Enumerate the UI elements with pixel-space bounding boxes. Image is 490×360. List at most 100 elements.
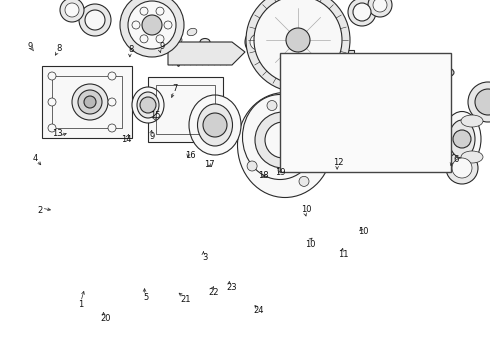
Circle shape [341, 66, 355, 80]
Ellipse shape [449, 120, 475, 158]
Text: 7: 7 [173, 84, 178, 93]
Text: 8: 8 [129, 45, 134, 54]
Text: 11: 11 [338, 251, 348, 259]
Circle shape [128, 1, 176, 49]
Circle shape [140, 7, 148, 15]
Polygon shape [168, 42, 245, 65]
Bar [325, 128, 455, 150]
Circle shape [156, 35, 164, 43]
Text: 9: 9 [159, 42, 164, 51]
Text: 17: 17 [204, 161, 215, 170]
Circle shape [265, 122, 301, 158]
Bar [280, 53, 451, 172]
Circle shape [266, 29, 278, 41]
Ellipse shape [440, 69, 450, 75]
Circle shape [156, 7, 164, 15]
Ellipse shape [201, 51, 209, 57]
Circle shape [250, 34, 266, 50]
Bar [310, 50, 354, 80]
Bar [307, 88, 357, 100]
Text: 24: 24 [253, 306, 264, 315]
Circle shape [85, 10, 105, 30]
Text: 3: 3 [202, 253, 207, 262]
Circle shape [353, 78, 387, 112]
Circle shape [475, 89, 490, 115]
Circle shape [359, 84, 381, 106]
Circle shape [309, 66, 323, 80]
Text: 2: 2 [38, 206, 43, 215]
Circle shape [299, 176, 309, 186]
Circle shape [132, 21, 140, 29]
Text: 13: 13 [52, 130, 63, 139]
Text: 15: 15 [150, 112, 161, 120]
Bar [42, 66, 132, 138]
Text: 6: 6 [453, 155, 458, 163]
Circle shape [78, 90, 102, 114]
Circle shape [108, 98, 116, 106]
Circle shape [446, 152, 478, 184]
Bar [148, 77, 223, 142]
Ellipse shape [243, 95, 318, 180]
Text: 10: 10 [358, 227, 369, 236]
Circle shape [245, 29, 271, 55]
Circle shape [72, 84, 108, 120]
Text: 1: 1 [78, 300, 83, 309]
Circle shape [84, 96, 96, 108]
Text: 5: 5 [144, 292, 148, 302]
Text: 21: 21 [180, 295, 191, 304]
Circle shape [373, 0, 387, 12]
Ellipse shape [443, 112, 481, 166]
Text: 23: 23 [226, 283, 237, 292]
Circle shape [203, 113, 227, 137]
Circle shape [254, 0, 342, 84]
Circle shape [255, 112, 311, 168]
Circle shape [140, 97, 156, 113]
Ellipse shape [189, 95, 241, 155]
Circle shape [174, 36, 182, 44]
Ellipse shape [187, 28, 197, 36]
Circle shape [120, 0, 184, 57]
Text: 16: 16 [185, 151, 196, 160]
Circle shape [378, 78, 402, 102]
Text: 10: 10 [301, 205, 312, 214]
Text: 20: 20 [100, 314, 111, 323]
Circle shape [353, 3, 371, 21]
Circle shape [60, 0, 84, 22]
Circle shape [313, 119, 323, 129]
Circle shape [48, 98, 56, 106]
Text: 12: 12 [333, 158, 343, 167]
Circle shape [48, 124, 56, 132]
Bar [52, 76, 122, 128]
Bar [156, 85, 215, 134]
Text: 10: 10 [305, 240, 316, 248]
Ellipse shape [132, 87, 164, 123]
Circle shape [468, 82, 490, 122]
Ellipse shape [461, 115, 483, 127]
Circle shape [140, 35, 148, 43]
Circle shape [108, 72, 116, 80]
Circle shape [286, 28, 310, 52]
Circle shape [373, 67, 387, 81]
Circle shape [247, 161, 257, 171]
Ellipse shape [197, 104, 232, 146]
Ellipse shape [200, 39, 210, 45]
Circle shape [453, 130, 471, 148]
Ellipse shape [238, 93, 333, 198]
Circle shape [142, 15, 162, 35]
Text: 9: 9 [28, 42, 33, 51]
Circle shape [372, 72, 408, 108]
Text: 22: 22 [208, 288, 219, 297]
Text: 8: 8 [56, 44, 61, 53]
Text: 9: 9 [149, 132, 154, 141]
Text: 4: 4 [33, 154, 38, 163]
Circle shape [262, 25, 282, 45]
Text: 18: 18 [258, 171, 269, 180]
Text: 19: 19 [275, 168, 286, 177]
Text: 14: 14 [121, 135, 132, 144]
Circle shape [108, 124, 116, 132]
Ellipse shape [137, 92, 159, 118]
Circle shape [348, 0, 376, 26]
Circle shape [48, 72, 56, 80]
Ellipse shape [436, 67, 454, 77]
Circle shape [452, 158, 472, 178]
